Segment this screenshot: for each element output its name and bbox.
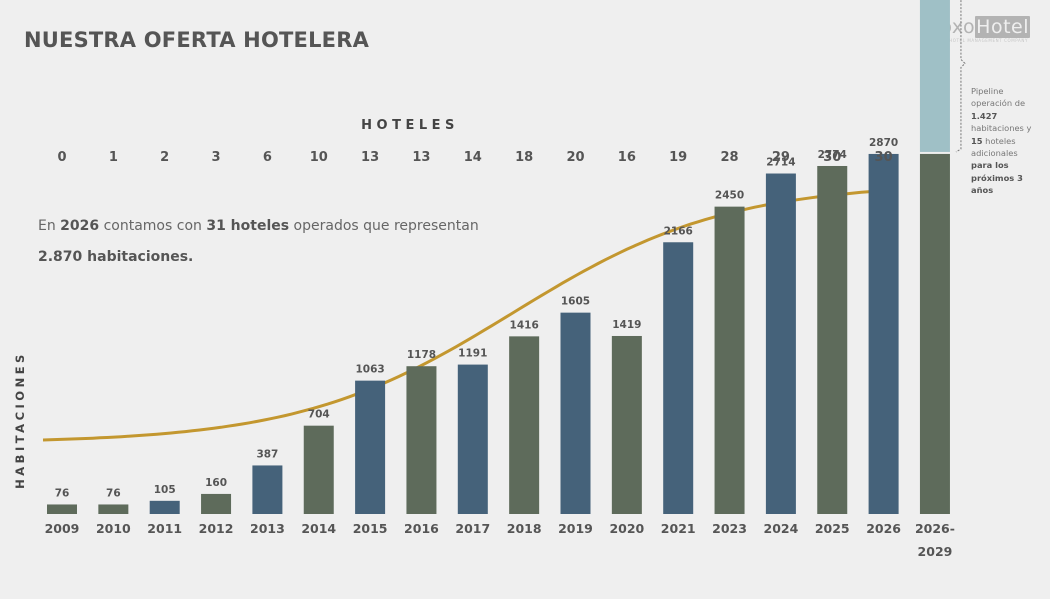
bar-2026-2029 [919, 153, 950, 515]
x-tick-label: 2010 [96, 521, 131, 536]
bar-value-label: 105 [154, 484, 176, 496]
bar-value-label: 1416 [510, 319, 539, 331]
pipeline-text-1: Pipeline operación de [971, 86, 1026, 109]
x-tick-label: 2026 [866, 521, 901, 536]
bar-value-label: 704 [308, 409, 330, 421]
logo-text-hotel: Hotel [975, 16, 1030, 38]
pipeline-hotels: 15 [971, 135, 983, 146]
x-tick-label: 2021 [661, 521, 696, 536]
x-tick-label: 2012 [199, 521, 234, 536]
summary-post: operados que representan [289, 218, 479, 234]
hotel-count-label: 30 [875, 150, 893, 165]
x-tick-label: 2014 [301, 521, 336, 536]
bar-value-label: 1605 [561, 296, 590, 308]
hotel-count-label: 6 [263, 150, 272, 165]
hotel-count-label: 13 [361, 150, 379, 165]
bar-2025 [817, 165, 848, 515]
bar-value-label: 2870 [869, 137, 898, 149]
bar-value-label: 2774 [818, 149, 847, 161]
x-tick-label: 2018 [507, 521, 542, 536]
x-tick-label: 2024 [764, 521, 799, 536]
hotel-count-label: 3 [212, 150, 221, 165]
x-tick-label: 2017 [455, 521, 490, 536]
bar-2013 [252, 465, 283, 514]
hotel-count-label: 10 [310, 150, 328, 165]
bar-value-label: 2714 [766, 157, 795, 169]
bar-value-label: 2450 [715, 190, 744, 202]
hotel-count-label: 2 [160, 150, 169, 165]
rooms-axis-label: HABITACIONES [13, 351, 27, 489]
summary-pre: En [38, 218, 61, 234]
pipeline-note: Pipeline operación de 1.427 habitaciones… [971, 85, 1033, 197]
pipeline-bracket [955, 0, 966, 153]
hotel-count-label: 14 [464, 150, 482, 165]
x-tick-label: 2011 [147, 521, 182, 536]
summary-mid: contamos con [99, 218, 207, 234]
summary-line-1: En 2026 contamos con 31 hoteles operados… [38, 218, 479, 234]
bar-2021 [663, 242, 694, 515]
bar-2023 [714, 206, 745, 515]
bar-value-label: 76 [106, 487, 121, 499]
x-tick-label: 2020 [609, 521, 644, 536]
bar-value-label: 1191 [458, 348, 487, 360]
bar-2026 [868, 153, 899, 515]
hotel-count-label: 13 [412, 150, 430, 165]
pipeline-bar-segment [919, 0, 950, 152]
x-tick-label: 2015 [353, 521, 388, 536]
bar-2012 [201, 493, 232, 514]
bar-value-label: 1419 [612, 319, 641, 331]
x-tick-label: 2023 [712, 521, 747, 536]
hotel-count-label: 29 [772, 150, 790, 165]
x-tick-label: 2009 [45, 521, 80, 536]
bar-value-label: 76 [55, 487, 70, 499]
x-tick-label: 2025 [815, 521, 850, 536]
bar-value-label: 387 [256, 448, 278, 460]
x-tick-label: 2013 [250, 521, 285, 536]
x-tick-label: 2026- [915, 521, 955, 536]
bar-2017 [457, 364, 488, 514]
pipeline-text-3: hoteles adicionales [971, 135, 1018, 159]
bar-2010 [98, 504, 129, 514]
summary-year: 2026 [60, 218, 100, 234]
pipeline-rooms: 1.427 [971, 110, 998, 121]
summary-hotels: 31 hoteles [206, 218, 290, 234]
bar-2009 [47, 504, 77, 514]
hotel-count-label: 16 [618, 150, 636, 165]
bar-value-label: 160 [205, 477, 227, 489]
page-title: NUESTRA OFERTA HOTELERA [24, 28, 370, 52]
bar-2018 [509, 336, 540, 514]
hotel-count-label: 28 [721, 150, 739, 165]
hotel-count-label: 19 [669, 150, 687, 165]
bar-value-label: 1063 [355, 364, 384, 376]
x-tick-label: 2019 [558, 521, 593, 536]
hotel-count-label: 30 [823, 150, 841, 165]
bar-2024 [765, 173, 796, 514]
logo-subtitle: HOTEL MANAGEMENT COMPANY [949, 38, 1028, 43]
bar-value-label: 1178 [407, 349, 436, 361]
bar-2016 [406, 366, 437, 514]
hotel-count-label: 0 [57, 150, 66, 165]
bar-2020 [611, 335, 642, 514]
hotel-count-label: 20 [566, 150, 584, 165]
bar-2014 [303, 425, 334, 514]
bar-2019 [560, 312, 591, 514]
bar-2015 [355, 380, 386, 514]
hotel-count-label: 18 [515, 150, 533, 165]
bar-value-label: 2166 [664, 225, 693, 237]
x-tick-label: 2016 [404, 521, 439, 536]
pipeline-text-2: habitaciones y [971, 123, 1032, 134]
pipeline-text-4: para los próximos 3 años [971, 160, 1023, 196]
hotels-axis-label: HOTELES [361, 118, 459, 133]
bar-2011 [149, 500, 180, 514]
hotel-count-label: 1 [109, 150, 118, 165]
summary-rooms: 2.870 habitaciones. [38, 249, 194, 265]
x-tick-label: 2029 [918, 544, 953, 559]
trend-curve [42, 188, 898, 442]
